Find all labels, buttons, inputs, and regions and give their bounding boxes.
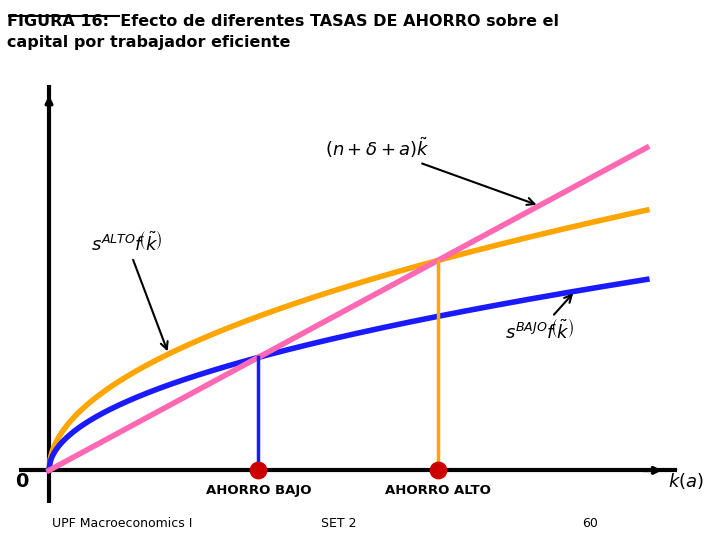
Text: 60: 60 xyxy=(582,517,598,530)
Text: $s^{BAJO}f\!\left(\tilde{k}\right)$: $s^{BAJO}f\!\left(\tilde{k}\right)$ xyxy=(505,295,574,342)
Text: UPF Macroeconomics I: UPF Macroeconomics I xyxy=(53,517,192,530)
Text: capital por trabajador eficiente: capital por trabajador eficiente xyxy=(7,35,291,50)
Text: 0: 0 xyxy=(15,472,29,491)
Text: $(n+\delta+a)\tilde{k}$: $(n+\delta+a)\tilde{k}$ xyxy=(325,136,534,205)
Text: $s^{ALTO}f\!\left(\tilde{k}\right)$: $s^{ALTO}f\!\left(\tilde{k}\right)$ xyxy=(91,232,168,349)
Point xyxy=(432,466,444,475)
Text: AHORRO BAJO: AHORRO BAJO xyxy=(205,484,311,497)
Text: $\tilde{k}(a)$: $\tilde{k}(a)$ xyxy=(667,467,703,492)
Text: AHORRO ALTO: AHORRO ALTO xyxy=(384,484,490,497)
Text: FIGURA 16:  Efecto de diferentes TASAS DE AHORRO sobre el: FIGURA 16: Efecto de diferentes TASAS DE… xyxy=(7,14,559,29)
Point xyxy=(253,466,264,475)
Text: SET 2: SET 2 xyxy=(320,517,356,530)
